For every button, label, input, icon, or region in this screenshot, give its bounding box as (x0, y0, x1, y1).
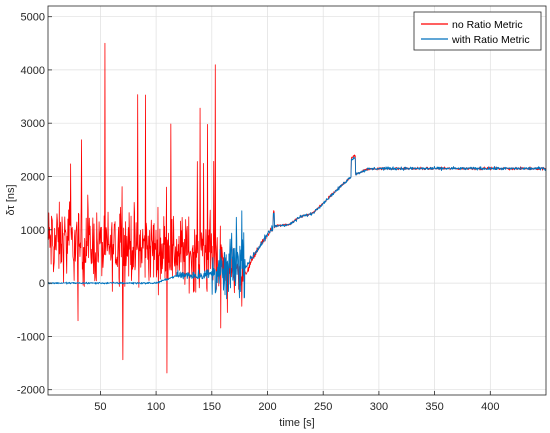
y-tick-label: 1000 (21, 225, 45, 237)
tick-labels: 50 100 150 200 250 300 350 400 -2000 -1000 0 1000 20… (17, 12, 500, 413)
x-tick-label: 300 (370, 401, 388, 413)
legend-label-no-ratio-metric: no Ratio Metric (452, 19, 523, 31)
legend: no Ratio Metric with Ratio Metric (413, 11, 542, 51)
y-tick-label: 0 (39, 278, 45, 290)
y-tick-label: 2000 (21, 172, 45, 184)
x-tick-label: 50 (94, 401, 106, 413)
y-tick-label: -2000 (17, 385, 45, 397)
x-tick-label: 100 (147, 401, 165, 413)
series-layer (47, 42, 547, 374)
axes-box (47, 5, 547, 396)
legend-box (413, 11, 542, 51)
x-axis-label: time [s] (279, 417, 314, 429)
grid (48, 6, 546, 395)
series-with-ratio-metric-line (47, 156, 547, 300)
x-tick-label: 200 (258, 401, 276, 413)
y-tick-label: -1000 (17, 331, 45, 343)
x-tick-label: 250 (314, 401, 332, 413)
ticks (48, 16, 491, 395)
y-axis-label: δτ [ns] (5, 184, 17, 215)
plot-area-background (48, 6, 546, 395)
legend-label-with-ratio-metric: with Ratio Metric (451, 34, 530, 46)
y-tick-label: 5000 (21, 12, 45, 24)
y-tick-label: 3000 (21, 118, 45, 130)
x-tick-label: 400 (481, 401, 499, 413)
x-tick-label: 150 (203, 401, 221, 413)
y-tick-label: 4000 (21, 65, 45, 77)
x-tick-label: 350 (425, 401, 443, 413)
